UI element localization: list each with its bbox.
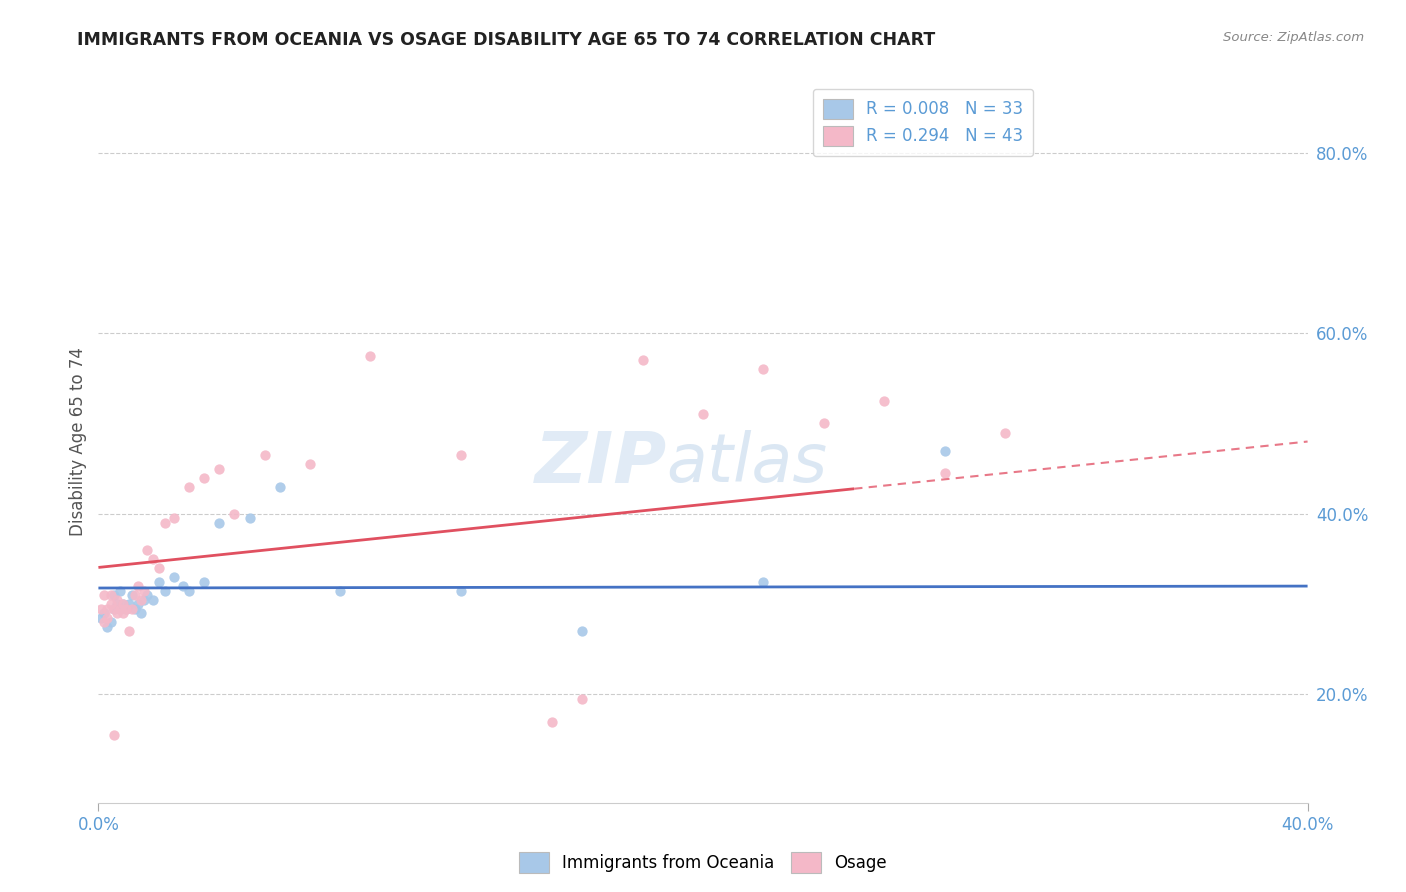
Point	[114, 601, 136, 615]
Point	[96, 620, 118, 634]
Point	[571, 692, 593, 706]
Point	[96, 601, 118, 615]
Point	[105, 606, 128, 620]
Point	[329, 583, 352, 598]
Point	[135, 542, 157, 557]
Point	[934, 466, 956, 480]
Point	[450, 583, 472, 598]
Point	[208, 461, 231, 475]
Text: atlas: atlas	[666, 430, 828, 496]
Point	[105, 592, 128, 607]
Point	[90, 610, 112, 624]
Point	[118, 624, 141, 639]
Point	[90, 601, 112, 615]
Point	[124, 601, 146, 615]
Point	[96, 610, 118, 624]
Text: ZIP: ZIP	[534, 429, 666, 498]
Point	[994, 425, 1017, 440]
Point	[752, 362, 775, 376]
Point	[153, 516, 176, 530]
Point	[153, 583, 176, 598]
Point	[142, 552, 165, 566]
Point	[253, 448, 276, 462]
Point	[100, 597, 122, 611]
Point	[118, 597, 141, 611]
Point	[299, 457, 322, 471]
Point	[103, 588, 125, 602]
Point	[93, 588, 115, 602]
Point	[108, 583, 131, 598]
Point	[111, 597, 134, 611]
Point	[540, 714, 562, 729]
Point	[103, 728, 125, 742]
Point	[127, 579, 149, 593]
Point	[121, 601, 143, 615]
Point	[193, 471, 215, 485]
Point	[208, 516, 231, 530]
Point	[934, 443, 956, 458]
Point	[111, 597, 134, 611]
Point	[148, 561, 170, 575]
Point	[93, 615, 115, 630]
Point	[111, 606, 134, 620]
Point	[132, 583, 155, 598]
Point	[752, 574, 775, 589]
Point	[163, 570, 186, 584]
Point	[360, 349, 382, 363]
Point	[127, 597, 149, 611]
Point	[631, 353, 654, 368]
Point	[450, 448, 472, 462]
Legend: R = 0.008   N = 33, R = 0.294   N = 43: R = 0.008 N = 33, R = 0.294 N = 43	[813, 88, 1033, 156]
Point	[239, 511, 262, 525]
Text: IMMIGRANTS FROM OCEANIA VS OSAGE DISABILITY AGE 65 TO 74 CORRELATION CHART: IMMIGRANTS FROM OCEANIA VS OSAGE DISABIL…	[77, 31, 935, 49]
Point	[142, 592, 165, 607]
Legend: Immigrants from Oceania, Osage: Immigrants from Oceania, Osage	[512, 846, 894, 880]
Point	[100, 615, 122, 630]
Point	[129, 606, 152, 620]
Point	[100, 588, 122, 602]
Point	[103, 601, 125, 615]
Point	[121, 588, 143, 602]
Point	[163, 511, 186, 525]
Point	[224, 507, 246, 521]
Point	[179, 583, 201, 598]
Text: Source: ZipAtlas.com: Source: ZipAtlas.com	[1223, 31, 1364, 45]
Point	[172, 579, 194, 593]
Point	[105, 597, 128, 611]
Point	[692, 408, 714, 422]
Y-axis label: Disability Age 65 to 74: Disability Age 65 to 74	[69, 347, 87, 536]
Point	[108, 601, 131, 615]
Point	[132, 592, 155, 607]
Point	[873, 393, 896, 408]
Point	[129, 592, 152, 607]
Point	[103, 601, 125, 615]
Point	[571, 624, 593, 639]
Point	[179, 480, 201, 494]
Point	[93, 606, 115, 620]
Point	[124, 588, 146, 602]
Point	[813, 417, 835, 431]
Point	[135, 588, 157, 602]
Point	[148, 574, 170, 589]
Point	[193, 574, 215, 589]
Point	[269, 480, 291, 494]
Point	[108, 601, 131, 615]
Point	[114, 601, 136, 615]
